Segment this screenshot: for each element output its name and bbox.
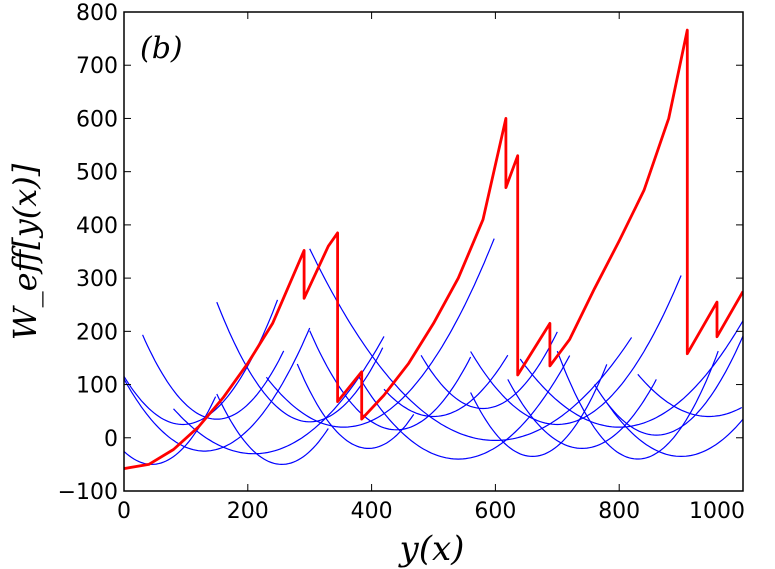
branch-curve-21 xyxy=(637,373,743,418)
branch-curve-18 xyxy=(556,350,719,460)
branch-curve-2 xyxy=(124,327,311,452)
branch-curve-16 xyxy=(507,379,657,450)
y-tick-label: 800 xyxy=(76,1,118,26)
plot-frame xyxy=(123,11,744,492)
y-axis-title: W_eff[y(x)] xyxy=(6,163,44,340)
branch-curve-5 xyxy=(216,393,329,466)
x-axis-title: y(x) xyxy=(398,529,465,569)
branch-curve-19 xyxy=(593,335,743,436)
axis-ticks: 0 200 400 600 800 1000−1000100200300400500600… xyxy=(58,1,745,524)
branch-curve-3 xyxy=(142,334,285,420)
y-tick-label: 400 xyxy=(76,214,118,239)
panel-label: (b) xyxy=(140,31,183,66)
x-tick-label: 0 xyxy=(117,499,131,524)
x-tick-label: 1000 xyxy=(689,499,745,524)
branch-curve-20 xyxy=(606,402,743,458)
x-tick-label: 800 xyxy=(598,499,640,524)
y-tick-label: 100 xyxy=(76,374,118,399)
series-layer xyxy=(124,28,743,470)
y-tick-label: 600 xyxy=(76,107,118,132)
y-tick-label: 300 xyxy=(76,267,118,292)
y-tick-label: 0 xyxy=(104,427,118,452)
branch-curve-15 xyxy=(470,275,682,426)
branch-curve-10 xyxy=(383,354,509,418)
series-line-0 xyxy=(124,28,743,470)
branch-curves xyxy=(124,238,743,466)
branch-curve-4 xyxy=(173,336,385,455)
branch-curve-8 xyxy=(296,363,415,449)
y-tick-label: −100 xyxy=(58,480,118,505)
branch-curve-11 xyxy=(358,355,571,460)
branch-curve-6 xyxy=(216,301,384,423)
y-tick-label: 200 xyxy=(76,320,118,345)
y-tick-label: 700 xyxy=(76,54,118,79)
y-tick-label: 500 xyxy=(76,161,118,186)
x-tick-label: 200 xyxy=(227,499,269,524)
x-tick-label: 400 xyxy=(351,499,393,524)
branch-curve-7 xyxy=(265,238,495,428)
branch-curve-12 xyxy=(420,331,558,410)
branch-curve-17 xyxy=(519,320,743,428)
x-tick-label: 600 xyxy=(474,499,516,524)
branch-curve-13 xyxy=(309,248,633,441)
